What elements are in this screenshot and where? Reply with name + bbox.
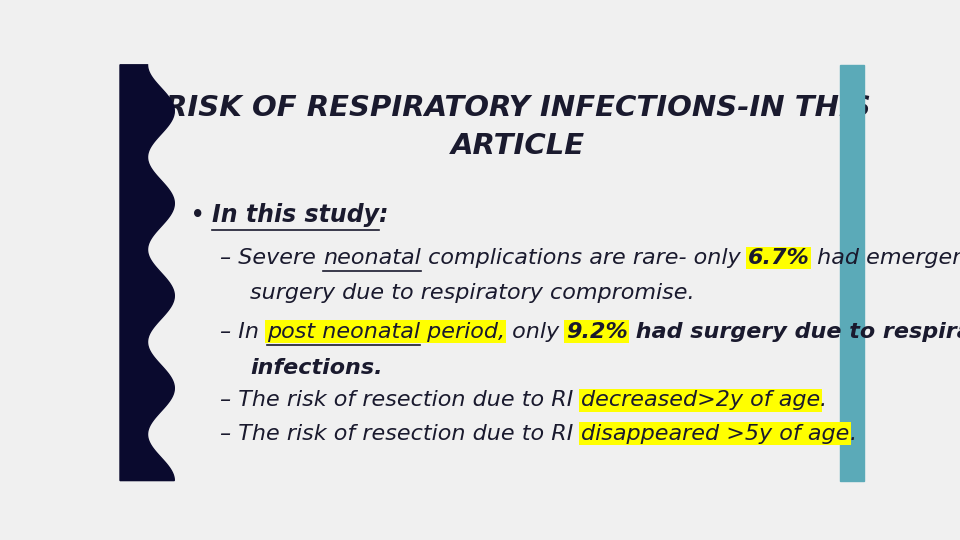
Text: decreased>2y of age: decreased>2y of age [581, 390, 820, 410]
FancyBboxPatch shape [580, 422, 851, 445]
Text: complications are rare- only: complications are rare- only [421, 248, 748, 268]
Text: .: . [850, 423, 856, 444]
Text: •: • [191, 205, 204, 225]
FancyBboxPatch shape [564, 321, 629, 343]
FancyBboxPatch shape [265, 321, 421, 343]
Text: only: only [505, 322, 566, 342]
Text: RISK OF RESPIRATORY INFECTIONS-IN THIS: RISK OF RESPIRATORY INFECTIONS-IN THIS [165, 94, 871, 123]
Text: had surgery due to respiratory: had surgery due to respiratory [628, 322, 960, 342]
FancyBboxPatch shape [418, 321, 506, 343]
Text: 9.2%: 9.2% [566, 322, 628, 342]
FancyBboxPatch shape [580, 389, 822, 411]
Text: – The risk of resection due to RI: – The risk of resection due to RI [221, 390, 581, 410]
Text: 6.7%: 6.7% [748, 248, 809, 268]
Text: period,: period, [420, 322, 505, 342]
Text: :: : [378, 204, 388, 227]
Text: .: . [820, 390, 828, 410]
Polygon shape [120, 65, 175, 481]
Text: In this study: In this study [211, 204, 378, 227]
Text: – Severe: – Severe [221, 248, 324, 268]
Text: – In: – In [221, 322, 267, 342]
Text: – The risk of resection due to RI: – The risk of resection due to RI [221, 423, 581, 444]
Text: infections.: infections. [251, 357, 383, 377]
Text: ARTICLE: ARTICLE [451, 132, 585, 160]
Text: disappeared >5y of age: disappeared >5y of age [581, 423, 850, 444]
Text: neonatal: neonatal [324, 248, 421, 268]
FancyBboxPatch shape [747, 247, 811, 269]
Text: had emergency: had emergency [809, 248, 960, 268]
Text: surgery due to respiratory compromise.: surgery due to respiratory compromise. [251, 284, 695, 303]
Bar [840, 65, 864, 481]
Text: post neonatal: post neonatal [267, 322, 420, 342]
